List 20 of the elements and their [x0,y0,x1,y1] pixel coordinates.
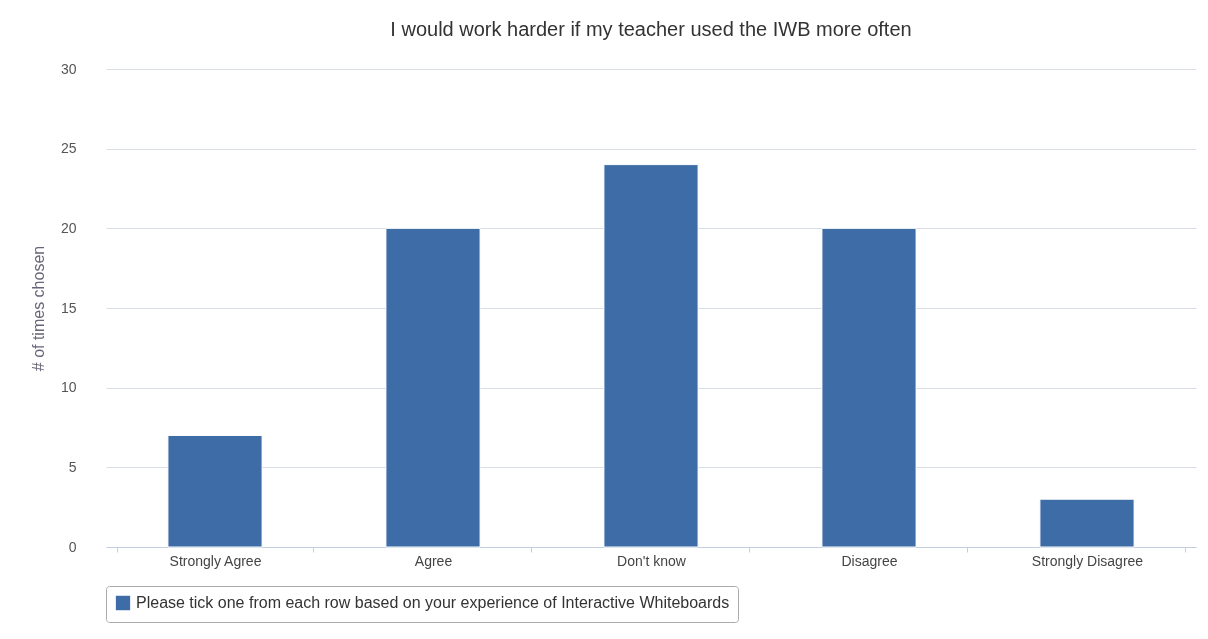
y-tick-label: 20 [60,219,77,236]
y-tick-label: 10 [60,379,77,396]
y-tick-label: 30 [60,60,77,77]
x-tick-label: Agree [414,552,453,569]
x-tick-label: Strongly Disagree [1031,552,1144,569]
bar [603,164,699,548]
chart-title: I would work harder if my teacher used the IWB more often [390,18,912,40]
y-tick-label: 5 [68,458,77,475]
legend-label: Please tick one from each row based on your experience of Interactive Whiteboards [136,594,730,611]
y-tick-label: 0 [68,538,77,555]
x-tick-label: Strongly Agree [169,552,262,569]
x-tick-label: Don't know [617,552,687,569]
bar [1039,498,1135,548]
y-tick-label: 15 [60,299,77,316]
y-axis-title: # of times chosen [29,245,47,372]
bar [385,227,481,548]
bar [167,434,263,548]
bar [821,227,917,548]
y-tick-label: 25 [60,140,77,157]
x-tick-label: Disagree [841,552,898,569]
